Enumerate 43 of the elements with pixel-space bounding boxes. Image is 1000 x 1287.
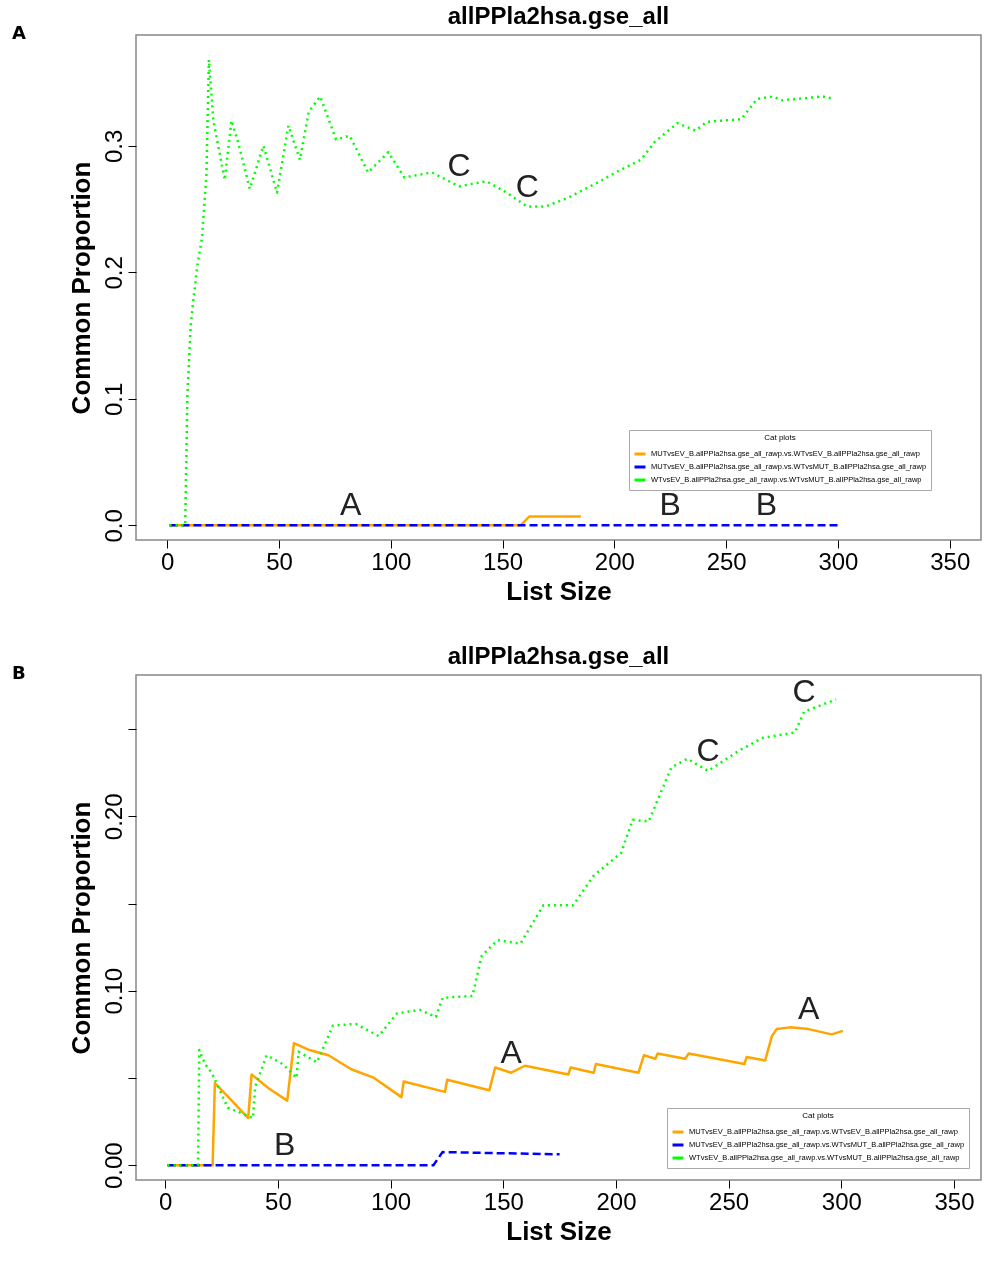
x-tick-label: 50 (266, 547, 293, 575)
x-tick-label: 50 (265, 1187, 292, 1215)
x-axis-title: List Size (506, 575, 612, 606)
x-tick-label: 100 (371, 1187, 412, 1215)
x-tick-label: 150 (483, 1187, 524, 1215)
x-tick-label: 200 (596, 1187, 637, 1215)
chart-title: allPPla2hsa.gse_all (447, 642, 670, 669)
y-axis-title: Common Proportion (65, 801, 96, 1055)
annotation: A (500, 1033, 523, 1070)
x-tick-label: 100 (371, 547, 412, 575)
annotation: C (515, 167, 539, 204)
y-axis-title: Common Proportion (65, 161, 96, 415)
x-tick-label: 250 (709, 1187, 750, 1215)
y-tick-label: 0.0 (99, 509, 127, 543)
y-tick-label: 0.20 (99, 793, 127, 841)
chart-title: allPPla2hsa.gse_all (447, 2, 670, 29)
annotation: A (797, 990, 820, 1027)
annotation: B (274, 1126, 296, 1163)
text: B (12, 662, 26, 683)
x-tick-label: 350 (934, 1187, 975, 1215)
y-tick-label: 0.00 (99, 1142, 127, 1190)
legend-title: Cat plots (764, 433, 796, 442)
annotation: B (755, 486, 778, 523)
x-tick-label: 300 (821, 1187, 862, 1215)
y-tick-label: 0.1 (99, 382, 127, 417)
x-tick-label: 0 (161, 547, 175, 575)
annotation: A (339, 486, 362, 523)
x-tick-label: 300 (818, 547, 859, 575)
annotation: C (792, 672, 816, 709)
x-tick-label: 150 (483, 547, 524, 575)
y-tick-label: 0.10 (99, 967, 127, 1015)
x-axis-title: List Size (506, 1215, 612, 1246)
annotation: B (659, 486, 681, 523)
y-tick-label: 0.3 (99, 129, 127, 163)
x-tick-label: 350 (930, 547, 971, 575)
y-tick-label: 0.2 (99, 256, 127, 290)
x-tick-label: 200 (594, 547, 635, 575)
x-tick-label: 0 (159, 1187, 173, 1215)
annotation: C (696, 731, 720, 768)
text: A (12, 22, 26, 43)
x-tick-label: 250 (706, 547, 747, 575)
legend-title: Cat plots (802, 1111, 834, 1120)
annotation: C (447, 147, 471, 184)
